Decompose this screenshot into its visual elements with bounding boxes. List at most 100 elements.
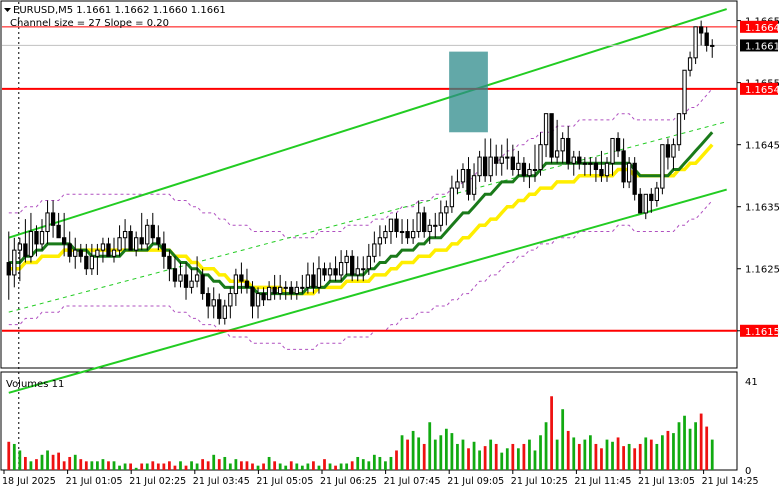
candle[interactable]	[361, 256, 366, 282]
candle[interactable]	[632, 157, 637, 201]
candle[interactable]	[12, 237, 17, 288]
candle[interactable]	[333, 256, 338, 282]
candle[interactable]	[316, 256, 322, 294]
candle[interactable]	[272, 274, 277, 300]
candle[interactable]	[582, 157, 587, 176]
candle[interactable]	[322, 262, 327, 282]
candle[interactable]	[588, 157, 593, 176]
candle[interactable]	[455, 169, 460, 195]
candle[interactable]	[189, 268, 194, 294]
candle[interactable]	[278, 274, 283, 300]
candle[interactable]	[660, 144, 665, 195]
candle[interactable]	[61, 212, 67, 257]
candle[interactable]	[571, 150, 576, 176]
candle[interactable]	[300, 274, 305, 294]
candle[interactable]	[233, 268, 239, 306]
candle[interactable]	[150, 212, 155, 244]
candle[interactable]	[34, 225, 39, 257]
candle[interactable]	[505, 138, 510, 170]
candle[interactable]	[344, 250, 349, 275]
collapse-triangle-icon[interactable]	[4, 8, 11, 12]
candle[interactable]	[510, 144, 515, 176]
candle[interactable]	[95, 243, 100, 275]
candle[interactable]	[217, 293, 222, 325]
candle[interactable]	[704, 26, 709, 52]
candle[interactable]	[200, 268, 205, 300]
candle[interactable]	[156, 225, 161, 251]
candle[interactable]	[228, 287, 233, 319]
candle[interactable]	[250, 281, 255, 319]
candle[interactable]	[654, 181, 660, 207]
candle[interactable]	[39, 219, 45, 251]
channel-upper-line[interactable]	[8, 8, 727, 239]
candle[interactable]	[610, 137, 615, 176]
candle[interactable]	[172, 256, 178, 288]
candle[interactable]	[128, 225, 133, 251]
candle[interactable]	[167, 250, 172, 282]
candle[interactable]	[698, 20, 704, 46]
candle[interactable]	[84, 243, 89, 275]
candle[interactable]	[145, 219, 150, 251]
candle[interactable]	[410, 219, 416, 244]
candle[interactable]	[261, 287, 266, 306]
candle[interactable]	[355, 256, 360, 282]
candle[interactable]	[117, 225, 122, 257]
candle[interactable]	[710, 39, 715, 58]
candle[interactable]	[305, 262, 311, 294]
candle[interactable]	[183, 262, 189, 300]
candle[interactable]	[577, 150, 582, 170]
candle[interactable]	[255, 287, 261, 319]
candle[interactable]	[100, 237, 106, 263]
candle[interactable]	[6, 231, 11, 300]
candle[interactable]	[543, 113, 549, 158]
candle[interactable]	[427, 219, 432, 244]
candle[interactable]	[388, 218, 394, 244]
candle[interactable]	[122, 219, 128, 251]
candle[interactable]	[676, 113, 682, 151]
channel-middle-line[interactable]	[8, 121, 727, 313]
candle[interactable]	[566, 126, 571, 170]
candle[interactable]	[460, 163, 466, 189]
candle[interactable]	[527, 163, 532, 189]
candle[interactable]	[693, 26, 698, 65]
candle[interactable]	[89, 243, 95, 275]
candle[interactable]	[211, 287, 216, 319]
candle[interactable]	[350, 250, 355, 282]
candle[interactable]	[638, 188, 643, 214]
candle[interactable]	[416, 200, 421, 238]
candle[interactable]	[482, 138, 488, 182]
candle[interactable]	[665, 138, 671, 170]
candle[interactable]	[494, 144, 499, 176]
candle[interactable]	[433, 212, 438, 238]
candle[interactable]	[45, 200, 50, 244]
candle[interactable]	[554, 119, 560, 164]
candle[interactable]	[366, 243, 371, 275]
candle[interactable]	[615, 132, 621, 158]
candle[interactable]	[239, 262, 244, 294]
candle[interactable]	[438, 200, 443, 232]
candles-layer[interactable]	[6, 20, 715, 325]
candle[interactable]	[626, 157, 632, 189]
candle[interactable]	[599, 150, 604, 182]
candle[interactable]	[643, 193, 648, 220]
candle[interactable]	[405, 219, 410, 244]
candle[interactable]	[532, 144, 538, 182]
candle[interactable]	[499, 144, 504, 176]
candle[interactable]	[134, 231, 139, 257]
candle[interactable]	[56, 212, 61, 239]
candle[interactable]	[28, 212, 34, 263]
candle[interactable]	[621, 138, 626, 189]
candle[interactable]	[682, 69, 687, 120]
candle[interactable]	[549, 113, 554, 164]
candle[interactable]	[283, 281, 288, 300]
candle[interactable]	[671, 138, 676, 170]
candle[interactable]	[327, 262, 333, 282]
candle[interactable]	[266, 281, 272, 301]
candle[interactable]	[604, 157, 610, 182]
candle[interactable]	[194, 256, 200, 288]
candle[interactable]	[449, 175, 455, 213]
candle[interactable]	[521, 157, 527, 182]
candle[interactable]	[538, 132, 543, 176]
candle[interactable]	[106, 237, 111, 257]
candle[interactable]	[422, 206, 427, 238]
